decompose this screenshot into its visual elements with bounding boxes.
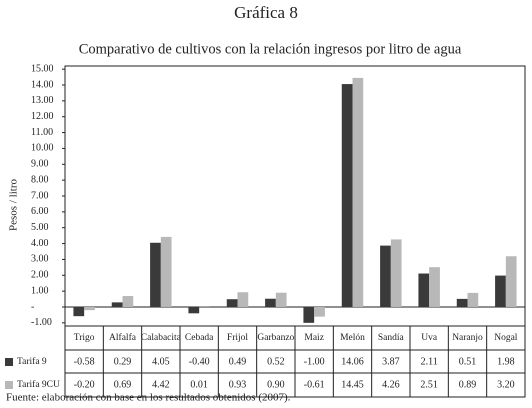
bar [314, 306, 325, 317]
x-tick-label: Calabacita [141, 333, 182, 343]
table-value: 0.93 [229, 379, 247, 390]
table-value: 4.05 [152, 356, 170, 367]
x-tick-label: Alfalfa [109, 332, 137, 343]
y-tick-label: 3.00 [31, 254, 49, 265]
y-tick-label: 1.00 [31, 285, 49, 296]
x-tick-label: Garbanzo [257, 333, 294, 343]
y-tick-label: -1.00 [31, 317, 52, 328]
table-value: 0.51 [459, 356, 477, 367]
table-value: -0.40 [189, 356, 210, 367]
y-tick-label: 12.00 [31, 111, 54, 122]
bar [380, 245, 391, 307]
chart-title: Gráfica 8 [234, 3, 298, 22]
table-value: -0.20 [74, 379, 95, 390]
bar [73, 306, 85, 317]
x-tick-label: Naranjo [452, 333, 483, 343]
legend-label: Tarifa 9CU [17, 379, 60, 390]
bar [429, 267, 440, 307]
bar [390, 239, 402, 307]
bar [456, 298, 468, 307]
table-value: 0.49 [229, 356, 247, 367]
bar [341, 84, 353, 307]
table-value: -1.00 [304, 356, 325, 367]
x-tick-label: Trigo [74, 333, 95, 343]
y-tick-label: 9.00 [31, 159, 49, 170]
table-value: -0.58 [74, 356, 95, 367]
table-value: 0.89 [459, 379, 477, 390]
table-value: 3.20 [497, 379, 515, 390]
table-value: -0.61 [304, 379, 325, 390]
y-tick-label: 2.00 [31, 270, 49, 281]
table-value: 1.98 [497, 356, 515, 367]
x-tick-label: Sandía [378, 333, 405, 343]
bar [467, 292, 479, 307]
table-value: 14.06 [341, 356, 364, 367]
y-tick-label: 14.00 [31, 79, 54, 90]
bar [111, 302, 123, 307]
bar [84, 306, 95, 311]
y-tick-label: - [31, 301, 34, 312]
bar [505, 256, 517, 307]
table-value: 0.52 [267, 356, 285, 367]
y-axis-label: Pesos / litro [8, 179, 20, 231]
table-value: 2.11 [421, 356, 438, 367]
bar [265, 298, 276, 307]
x-tick-label: Uva [421, 333, 438, 343]
table-value: 4.42 [152, 379, 170, 390]
y-tick-label: 10.00 [31, 143, 54, 154]
table-value: 0.29 [114, 356, 132, 367]
table-value: 14.45 [341, 379, 364, 390]
table-value: 0.01 [190, 379, 208, 390]
bar [160, 236, 172, 307]
y-tick-label: 11.00 [31, 127, 53, 138]
bar [122, 296, 134, 307]
x-tick-label: Melón [340, 333, 365, 343]
table-value: 2.51 [420, 379, 438, 390]
bar [188, 306, 200, 314]
x-tick-label: Frijol [227, 333, 248, 343]
x-tick-label: Cebada [185, 333, 214, 343]
table-value: 4.26 [382, 379, 400, 390]
bar [495, 275, 506, 307]
bar [303, 306, 315, 323]
plot-frame [64, 65, 526, 327]
y-tick-label: 6.00 [31, 206, 49, 217]
y-tick-label: 13.00 [31, 95, 54, 106]
legend-swatch [5, 381, 13, 389]
bar [352, 77, 364, 307]
bar [275, 292, 287, 307]
y-tick-label: 8.00 [31, 174, 49, 185]
bar [418, 273, 430, 307]
y-tick-label: 5.00 [31, 222, 49, 233]
y-tick-label: 7.00 [31, 190, 49, 201]
legend-label: Tarifa 9 [17, 356, 47, 367]
bar [150, 242, 161, 307]
table-value: 3.87 [382, 356, 400, 367]
bar [226, 299, 238, 307]
chart-subtitle: Comparativo de cultivos con la relación … [79, 41, 462, 57]
x-tick-label: Maiz [304, 333, 324, 343]
y-tick-label: 15.00 [31, 63, 54, 74]
bar [237, 292, 249, 307]
table-value: 0.90 [267, 379, 285, 390]
legend-swatch [5, 358, 13, 366]
table-value: 0.69 [114, 379, 132, 390]
y-tick-label: 4.00 [31, 238, 49, 249]
source-note: Fuente: elaboración con base en los resu… [6, 392, 291, 404]
x-tick-label: Nogal [494, 333, 518, 343]
